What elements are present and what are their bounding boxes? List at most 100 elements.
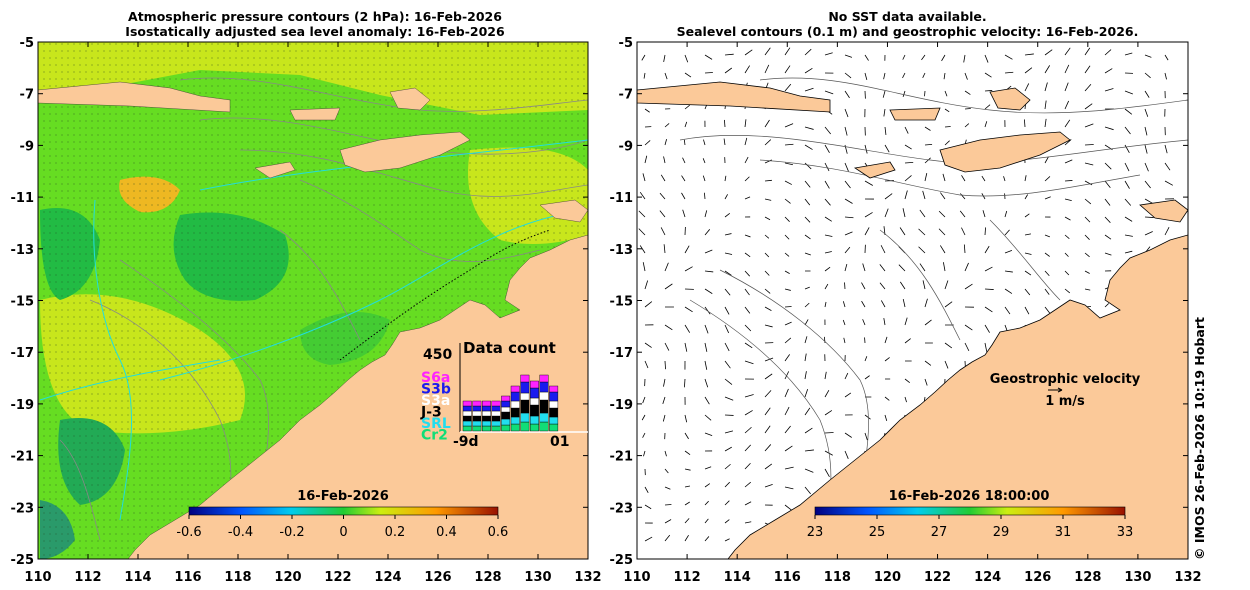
data-count-bar-segment (539, 374, 549, 383)
velocity-arrow (764, 483, 773, 488)
data-count-bar-segment (510, 423, 520, 432)
velocity-arrow (964, 262, 969, 272)
right-lat-label: -7 (619, 88, 633, 103)
satellite-label-s6a: S6a (421, 370, 450, 386)
velocity-arrow (899, 227, 906, 236)
left-lat-label: -21 (11, 450, 35, 465)
velocity-arrow (1064, 82, 1069, 92)
data-count-bar-segment (510, 400, 520, 409)
data-count-bar-segment (472, 415, 482, 422)
velocity-arrow (684, 414, 688, 423)
velocity-arrow (644, 301, 653, 308)
land-sumba (254, 161, 296, 179)
velocity-arrow (724, 306, 730, 315)
velocity-arrow (1124, 216, 1133, 222)
velocity-arrow (724, 67, 733, 74)
velocity-arrow (902, 72, 906, 79)
velocity-arrow (664, 72, 668, 80)
right-title-line2: Sealevel contours (0.1 m) and geostrophi… (676, 24, 1139, 39)
imos-credit: © IMOS 26-Feb-2026 10:19 Hobart (1192, 316, 1207, 560)
velocity-arrow (724, 360, 731, 369)
velocity-arrow (764, 357, 774, 362)
velocity-arrow (884, 208, 889, 218)
velocity-arrow (660, 227, 666, 236)
velocity-arrow (682, 209, 686, 218)
velocity-arrow (744, 119, 747, 128)
data-count-bar-segment (549, 391, 559, 402)
data-count-bar-segment (501, 411, 511, 420)
velocity-arrow (784, 388, 789, 398)
velocity-arrow (824, 144, 830, 153)
velocity-arrow (844, 450, 849, 459)
velocity-arrow (904, 338, 911, 344)
velocity-arrow (902, 90, 906, 97)
velocity-arrow (684, 378, 686, 388)
velocity-arrow (879, 282, 886, 290)
velocity-arrow (824, 90, 834, 95)
velocity-arrow (824, 468, 830, 477)
velocity-arrow (1024, 53, 1034, 56)
velocity-arrow (704, 270, 714, 273)
velocity-arrow (1064, 252, 1069, 257)
velocity-arrow (784, 180, 792, 185)
data-count-bar-segment (549, 407, 559, 418)
left-lon-label: 112 (74, 570, 101, 585)
velocity-arrow (844, 162, 849, 172)
velocity-arrow (924, 298, 928, 308)
velocity-arrow (1064, 119, 1071, 128)
velocity-arrow (724, 175, 727, 182)
velocity-arrow (944, 360, 949, 369)
velocity-arrow (784, 65, 791, 74)
velocity-arrow (764, 324, 773, 328)
velocity-arrow (684, 245, 690, 254)
velocity-arrow (1024, 194, 1029, 200)
left-lon-label: 132 (574, 570, 601, 585)
velocity-arrow (984, 121, 988, 128)
velocity-arrow (684, 432, 689, 440)
velocity-arrow (664, 324, 673, 331)
left-colorbar-ramp (188, 506, 499, 516)
velocity-arrow (918, 246, 926, 254)
right-lon-label: 114 (724, 570, 751, 585)
velocity-arrow (659, 210, 666, 218)
velocity-arrow (784, 504, 792, 511)
sea-level-anomaly-map (38, 42, 588, 559)
satellite-label-s3a: S3a (421, 393, 450, 409)
velocity-arrow (844, 108, 849, 118)
velocity-arrow (984, 104, 991, 110)
land-timor (339, 131, 471, 173)
velocity-arrow (921, 54, 926, 61)
velocity-arrow (1024, 252, 1032, 255)
velocity-arrow (942, 173, 946, 182)
right-latitude-axis: -5 -7 -9 -11 -13 -15 -17 -19 -21 -23 -25 (610, 36, 1188, 568)
velocity-arrow (1064, 47, 1071, 56)
velocity-arrow (1124, 198, 1132, 206)
velocity-arrow (744, 410, 753, 416)
left-lat-label: -17 (11, 346, 35, 361)
velocity-arrow (664, 468, 669, 474)
velocity-arrow (961, 175, 966, 182)
left-lon-label: 130 (524, 570, 551, 585)
velocity-arrow (704, 54, 713, 60)
velocity-arrow (1084, 180, 1093, 186)
velocity-arrow (764, 425, 771, 434)
data-count-bar-segment (472, 400, 482, 407)
velocity-arrow (662, 414, 666, 422)
velocity-arrow (924, 378, 928, 386)
velocity-arrow (984, 288, 994, 290)
velocity-arrow (1024, 288, 1031, 296)
velocity-arrow (704, 466, 712, 470)
velocity-arrow (784, 486, 794, 490)
velocity-arrow (704, 536, 710, 542)
left-lat-label: -13 (11, 243, 35, 258)
velocity-arrow (784, 252, 790, 257)
velocity-arrow (804, 427, 813, 434)
data-count-bar-segment (520, 392, 530, 401)
velocity-arrow (1124, 234, 1133, 237)
velocity-arrow (984, 342, 988, 352)
velocity-arrow (862, 319, 866, 326)
velocity-arrow (944, 108, 950, 113)
data-count-bar-segment (539, 391, 549, 401)
data-count-bar-segment (491, 405, 501, 412)
data-count-bar-segment (501, 395, 511, 402)
